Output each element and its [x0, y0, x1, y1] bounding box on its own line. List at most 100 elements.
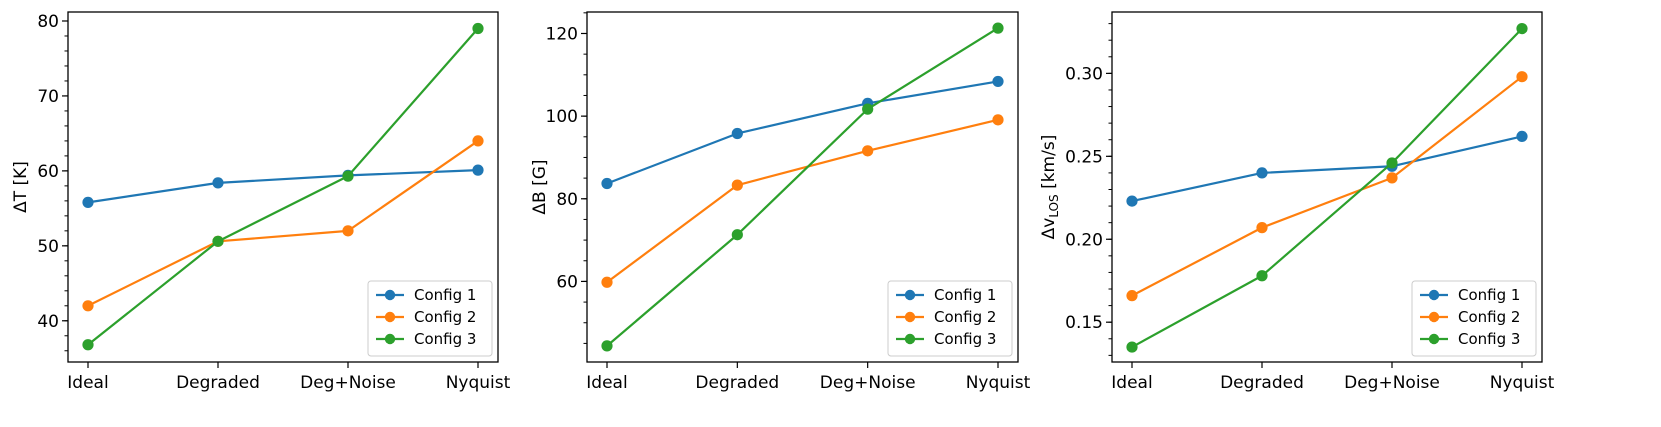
y-axis-label: ΔB [G]	[530, 159, 550, 214]
y-axis-label: ΔT [K]	[11, 161, 31, 213]
legend-marker-config-2	[384, 311, 396, 323]
chart-panel-2: 60 80 100 120 Ideal Degraded Deg+Noise Nyquist Δ…	[530, 11, 1031, 393]
y-tick-label: 80	[37, 12, 59, 32]
y-tick-label: 60	[556, 272, 578, 292]
legend-marker-config-3	[1428, 333, 1440, 345]
data-point-config-1	[82, 196, 94, 208]
chart-panel-3: 0.15 0.20 0.25 0.30 Ideal Degraded Deg+Noise Ny…	[1039, 11, 1555, 393]
data-point-config-3	[472, 22, 484, 35]
y-tick-label: 40	[37, 312, 59, 332]
y-tick-label: 80	[556, 190, 578, 210]
legend-box	[367, 280, 493, 357]
data-point-config-2	[1386, 172, 1398, 184]
data-point-config-2	[1126, 290, 1138, 302]
x-tick-label: Ideal	[1111, 373, 1152, 393]
data-point-config-1	[1256, 167, 1268, 179]
data-point-config-2	[1256, 222, 1268, 234]
data-point-config-2	[862, 145, 874, 157]
legend-label-config-3: Config 3	[414, 330, 476, 348]
data-point-config-3	[1256, 270, 1268, 282]
y-tick-label: 0.30	[1065, 64, 1103, 84]
panels: 40 50 60 70 80 Ideal Degraded Deg+Noise Nyquist Δ…	[11, 11, 1555, 393]
data-point-config-3	[862, 103, 874, 115]
data-point-config-1	[1126, 195, 1138, 207]
legend-marker-config-1	[904, 289, 916, 301]
legend: Config 1 Config 2 Config 3	[887, 280, 1013, 357]
series-line-config-3	[1131, 27, 1523, 349]
y-tick-label: 0.15	[1065, 313, 1103, 333]
legend-marker-config-3	[384, 333, 396, 345]
series-line-config-1	[606, 80, 999, 185]
y-tick-label: 0.20	[1065, 230, 1103, 250]
series-line-config-3	[87, 27, 479, 346]
legend-label-config-1: Config 1	[414, 286, 476, 304]
x-tick-label: Degraded	[695, 373, 779, 393]
legend-label-config-2: Config 2	[1458, 308, 1520, 326]
legend-box	[1411, 280, 1537, 357]
data-point-config-2	[472, 135, 484, 147]
legend-label-config-3: Config 3	[934, 330, 996, 348]
y-tick-label: 70	[37, 87, 59, 107]
data-point-config-3	[1126, 341, 1138, 353]
data-point-config-3	[1516, 22, 1528, 35]
data-point-config-1	[1516, 130, 1528, 143]
x-tick-label: Ideal	[67, 373, 108, 393]
legend: Config 1 Config 2 Config 3	[367, 280, 493, 357]
data-point-config-1	[601, 177, 613, 190]
y-tick-label: 0.25	[1065, 147, 1103, 167]
data-point-config-1	[212, 177, 224, 189]
y-tick-label: 60	[37, 162, 59, 182]
legend-label-config-2: Config 2	[934, 308, 996, 326]
series-line-config-2	[606, 118, 999, 284]
series-line-config-2	[1131, 75, 1523, 297]
legend-marker-config-1	[384, 289, 396, 301]
x-tick-label: Deg+Noise	[820, 373, 916, 393]
data-point-config-1	[992, 75, 1004, 88]
legend-label-config-3: Config 3	[1458, 330, 1520, 348]
y-axis-label-unit: [km/s]	[1039, 135, 1059, 195]
x-tick-label: Deg+Noise	[300, 373, 396, 393]
legend: Config 1 Config 2 Config 3	[1411, 280, 1537, 357]
y-axis-label: ΔvLOS [km/s]	[1039, 135, 1061, 240]
legend-marker-config-2	[1428, 311, 1440, 323]
data-point-config-3	[992, 22, 1004, 34]
legend-marker-config-1	[1428, 289, 1440, 301]
data-point-config-3	[731, 229, 743, 241]
data-point-config-3	[82, 339, 94, 351]
x-tick-label: Nyquist	[446, 373, 511, 393]
x-tick-label: Deg+Noise	[1344, 373, 1440, 393]
y-axis-label-subscript: LOS	[1047, 194, 1061, 217]
x-tick-label: Degraded	[1220, 373, 1304, 393]
plot-frame	[586, 11, 1019, 363]
legend-box	[887, 280, 1013, 357]
data-point-config-3	[601, 340, 613, 352]
data-point-config-1	[731, 127, 743, 140]
x-tick-label: Nyquist	[966, 373, 1031, 393]
plot-frame	[1111, 11, 1543, 363]
series-line-config-1	[1131, 135, 1523, 203]
plot-frame	[67, 11, 499, 363]
data-point-config-1	[472, 164, 484, 176]
chart-panel-1: 40 50 60 70 80 Ideal Degraded Deg+Noise Nyquist Δ…	[11, 11, 511, 393]
x-tick-label: Degraded	[176, 373, 260, 393]
legend-label-config-1: Config 1	[934, 286, 996, 304]
data-point-config-2	[82, 300, 94, 312]
series-line-config-2	[87, 140, 479, 307]
data-point-config-2	[1516, 71, 1528, 83]
data-point-config-2	[601, 276, 613, 288]
series-line-config-3	[606, 27, 999, 347]
data-point-config-3	[212, 235, 224, 247]
series-line-config-1	[87, 169, 479, 204]
legend-marker-config-3	[904, 333, 916, 345]
x-tick-label: Nyquist	[1490, 373, 1555, 393]
legend-label-config-1: Config 1	[1458, 286, 1520, 304]
data-point-config-2	[992, 114, 1004, 126]
legend-marker-config-2	[904, 311, 916, 323]
data-point-config-2	[731, 179, 743, 191]
x-tick-label: Ideal	[586, 373, 627, 393]
data-point-config-3	[1386, 157, 1398, 169]
legend-label-config-2: Config 2	[414, 308, 476, 326]
data-point-config-2	[342, 225, 354, 237]
